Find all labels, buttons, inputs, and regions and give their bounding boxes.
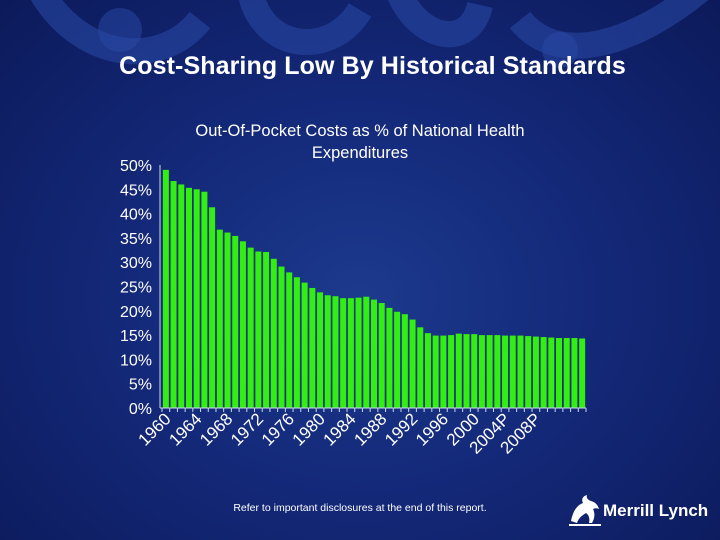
x-tick-label: 1968 — [196, 409, 236, 449]
bar-1972 — [255, 251, 262, 408]
x-tick-label: 1996 — [412, 409, 452, 449]
bar-1979 — [309, 287, 316, 408]
y-tick-label: 10% — [120, 352, 152, 369]
bar-1989 — [386, 307, 393, 408]
bar-1982 — [332, 296, 339, 408]
bar-1986 — [363, 296, 370, 408]
y-tick-label: 20% — [120, 304, 152, 321]
bar-1960 — [162, 169, 169, 408]
y-tick-label: 40% — [120, 207, 152, 224]
bar-1990 — [394, 311, 401, 408]
bull-icon — [569, 495, 601, 526]
bar-2007P — [525, 336, 532, 408]
bar-1999 — [463, 334, 470, 408]
y-axis: 0% 5% 10% 15% 20% 25% 30% 35% 40% 45% 50% — [120, 158, 161, 418]
bar-1995 — [432, 335, 439, 408]
bar-1975 — [278, 266, 285, 408]
bar-2010P — [548, 337, 555, 408]
bar-2006P — [517, 335, 524, 408]
background-swirl-decoration — [30, 0, 709, 68]
bar-1967 — [216, 229, 223, 408]
bar-1988 — [378, 303, 385, 408]
bar-2004P — [502, 335, 509, 408]
bar-1963 — [185, 187, 192, 408]
bar-2002 — [486, 335, 493, 408]
bar-2014P — [579, 338, 586, 408]
bar-1968 — [224, 232, 231, 408]
bar-1991 — [401, 314, 408, 408]
bar-1964 — [193, 189, 200, 408]
bar-1983 — [340, 298, 347, 408]
bar-1984 — [347, 298, 354, 408]
bar-1977 — [293, 277, 300, 408]
bar-1971 — [247, 247, 254, 408]
x-axis: 1960196419681972197619801984198819921996… — [134, 407, 587, 458]
bar-2013P — [571, 338, 578, 408]
bar-1969 — [232, 235, 239, 408]
bar-1974 — [270, 258, 277, 408]
bar-1998 — [455, 333, 462, 408]
bar-2001 — [478, 335, 485, 408]
x-tick-label: 1972 — [227, 409, 267, 449]
bar-1962 — [178, 184, 185, 408]
y-tick-label: 5% — [129, 377, 152, 394]
bar-1978 — [301, 282, 308, 408]
bar-2011P — [556, 338, 563, 408]
y-tick-label: 15% — [120, 328, 152, 345]
bar-1993 — [417, 327, 424, 408]
bar-1996 — [440, 335, 447, 408]
bar-1966 — [209, 207, 216, 408]
y-tick-label: 45% — [120, 182, 152, 199]
bars — [162, 169, 586, 408]
chart-title: Out-Of-Pocket Costs as % of National Hea… — [195, 122, 525, 162]
bar-1987 — [370, 299, 378, 408]
bar-1970 — [239, 241, 246, 408]
slide-title: Cost-Sharing Low By Historical Standards — [119, 52, 626, 80]
bar-2005P — [509, 335, 516, 408]
y-tick-label: 25% — [120, 280, 152, 297]
disclosure-footnote: Refer to important disclosures at the en… — [233, 502, 487, 514]
x-tick-label: 1988 — [350, 409, 390, 449]
bar-1961 — [170, 181, 177, 408]
bar-1980 — [317, 292, 324, 408]
bar-1994 — [424, 333, 431, 408]
bar-1973 — [263, 251, 270, 408]
x-tick-label: 1964 — [165, 409, 205, 449]
bar-2012P — [563, 338, 570, 408]
bar-1981 — [324, 295, 331, 408]
bar-1965 — [201, 191, 208, 408]
x-tick-label: 1984 — [320, 409, 360, 449]
x-tick-label: 1976 — [258, 409, 298, 449]
x-tick-label: 1992 — [381, 409, 421, 449]
y-tick-label: 0% — [129, 401, 152, 418]
y-tick-label: 30% — [120, 255, 152, 272]
y-tick-label: 35% — [120, 231, 152, 248]
bar-2008P — [532, 336, 539, 408]
bar-1992 — [409, 319, 416, 408]
bar-2003 — [494, 335, 501, 408]
y-tick-label: 50% — [120, 158, 152, 175]
logo-text: Merrill Lynch — [603, 501, 709, 520]
bar-1997 — [448, 335, 455, 408]
bar-2009P — [540, 337, 547, 408]
bar-1976 — [286, 272, 293, 408]
bar-1985 — [355, 297, 362, 408]
merrill-lynch-logo: Merrill Lynch — [567, 493, 712, 529]
x-tick-label: 1980 — [289, 409, 329, 449]
bar-2000 — [471, 334, 478, 408]
